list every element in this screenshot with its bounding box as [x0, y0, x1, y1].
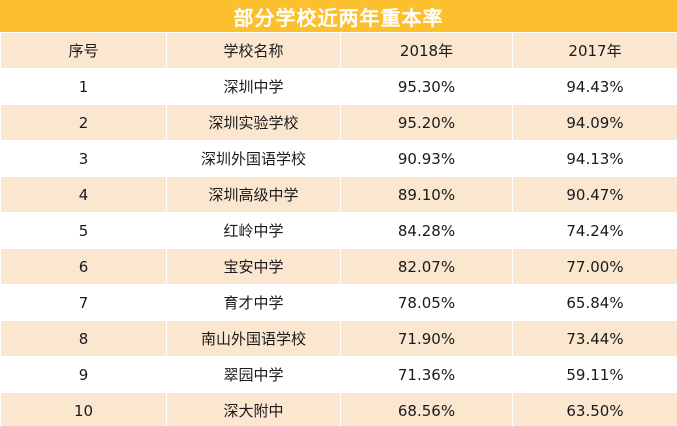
- rates-table: 序号 学校名称 2018年 2017年 1 深圳中学 95.30% 94.43% 2 深圳…: [0, 32, 677, 426]
- title-bar: 部分学校近两年重本率: [0, 0, 677, 32]
- rate-2018-cell: 71.90%: [340, 320, 513, 357]
- school-name-cell: 深圳外国语学校: [166, 140, 341, 177]
- rate-2017-cell: 77.00%: [512, 248, 677, 285]
- rate-2017-cell: 63.50%: [512, 392, 677, 426]
- table-row: 7 育才中学 78.05% 65.84%: [0, 284, 677, 321]
- school-name-cell: 深圳实验学校: [166, 104, 341, 141]
- page-title: 部分学校近两年重本率: [233, 5, 444, 30]
- table-row: 2 深圳实验学校 95.20% 94.09%: [0, 104, 677, 141]
- row-index-cell: 3: [0, 140, 167, 177]
- header-2018: 2018年: [340, 32, 513, 69]
- rate-2017-cell: 94.13%: [512, 140, 677, 177]
- rate-2017-cell: 73.44%: [512, 320, 677, 357]
- row-index-cell: 2: [0, 104, 167, 141]
- school-name-cell: 育才中学: [166, 284, 341, 321]
- row-index-cell: 1: [0, 68, 167, 105]
- table-row: 10 深大附中 68.56% 63.50%: [0, 392, 677, 426]
- rate-2017-cell: 59.11%: [512, 356, 677, 393]
- row-index-cell: 4: [0, 176, 167, 213]
- rate-2018-cell: 90.93%: [340, 140, 513, 177]
- rate-2017-cell: 94.09%: [512, 104, 677, 141]
- table-row: 4 深圳高级中学 89.10% 90.47%: [0, 176, 677, 213]
- rate-2018-cell: 95.20%: [340, 104, 513, 141]
- table-row: 9 翠园中学 71.36% 59.11%: [0, 356, 677, 393]
- table-header-row: 序号 学校名称 2018年 2017年: [0, 32, 677, 69]
- rate-2017-cell: 94.43%: [512, 68, 677, 105]
- row-index-cell: 7: [0, 284, 167, 321]
- school-name-cell: 翠园中学: [166, 356, 341, 393]
- rate-2018-cell: 68.56%: [340, 392, 513, 426]
- header-index: 序号: [0, 32, 167, 69]
- table-row: 3 深圳外国语学校 90.93% 94.13%: [0, 140, 677, 177]
- school-name-cell: 深圳高级中学: [166, 176, 341, 213]
- row-index-cell: 10: [0, 392, 167, 426]
- table-row: 5 红岭中学 84.28% 74.24%: [0, 212, 677, 249]
- rate-2018-cell: 82.07%: [340, 248, 513, 285]
- rate-2018-cell: 84.28%: [340, 212, 513, 249]
- rate-2018-cell: 71.36%: [340, 356, 513, 393]
- row-index-cell: 9: [0, 356, 167, 393]
- header-school-name: 学校名称: [166, 32, 341, 69]
- rate-2017-cell: 65.84%: [512, 284, 677, 321]
- row-index-cell: 8: [0, 320, 167, 357]
- school-name-cell: 宝安中学: [166, 248, 341, 285]
- table-row: 1 深圳中学 95.30% 94.43%: [0, 68, 677, 105]
- header-2017: 2017年: [512, 32, 677, 69]
- table-body: 1 深圳中学 95.30% 94.43% 2 深圳实验学校 95.20% 94.09% 3 深圳外…: [0, 68, 677, 426]
- rate-2018-cell: 78.05%: [340, 284, 513, 321]
- rate-2018-cell: 95.30%: [340, 68, 513, 105]
- rate-2017-cell: 90.47%: [512, 176, 677, 213]
- rate-2018-cell: 89.10%: [340, 176, 513, 213]
- school-name-cell: 深大附中: [166, 392, 341, 426]
- row-index-cell: 6: [0, 248, 167, 285]
- school-name-cell: 深圳中学: [166, 68, 341, 105]
- school-name-cell: 南山外国语学校: [166, 320, 341, 357]
- table-row: 8 南山外国语学校 71.90% 73.44%: [0, 320, 677, 357]
- rate-2017-cell: 74.24%: [512, 212, 677, 249]
- school-name-cell: 红岭中学: [166, 212, 341, 249]
- table-row: 6 宝安中学 82.07% 77.00%: [0, 248, 677, 285]
- row-index-cell: 5: [0, 212, 167, 249]
